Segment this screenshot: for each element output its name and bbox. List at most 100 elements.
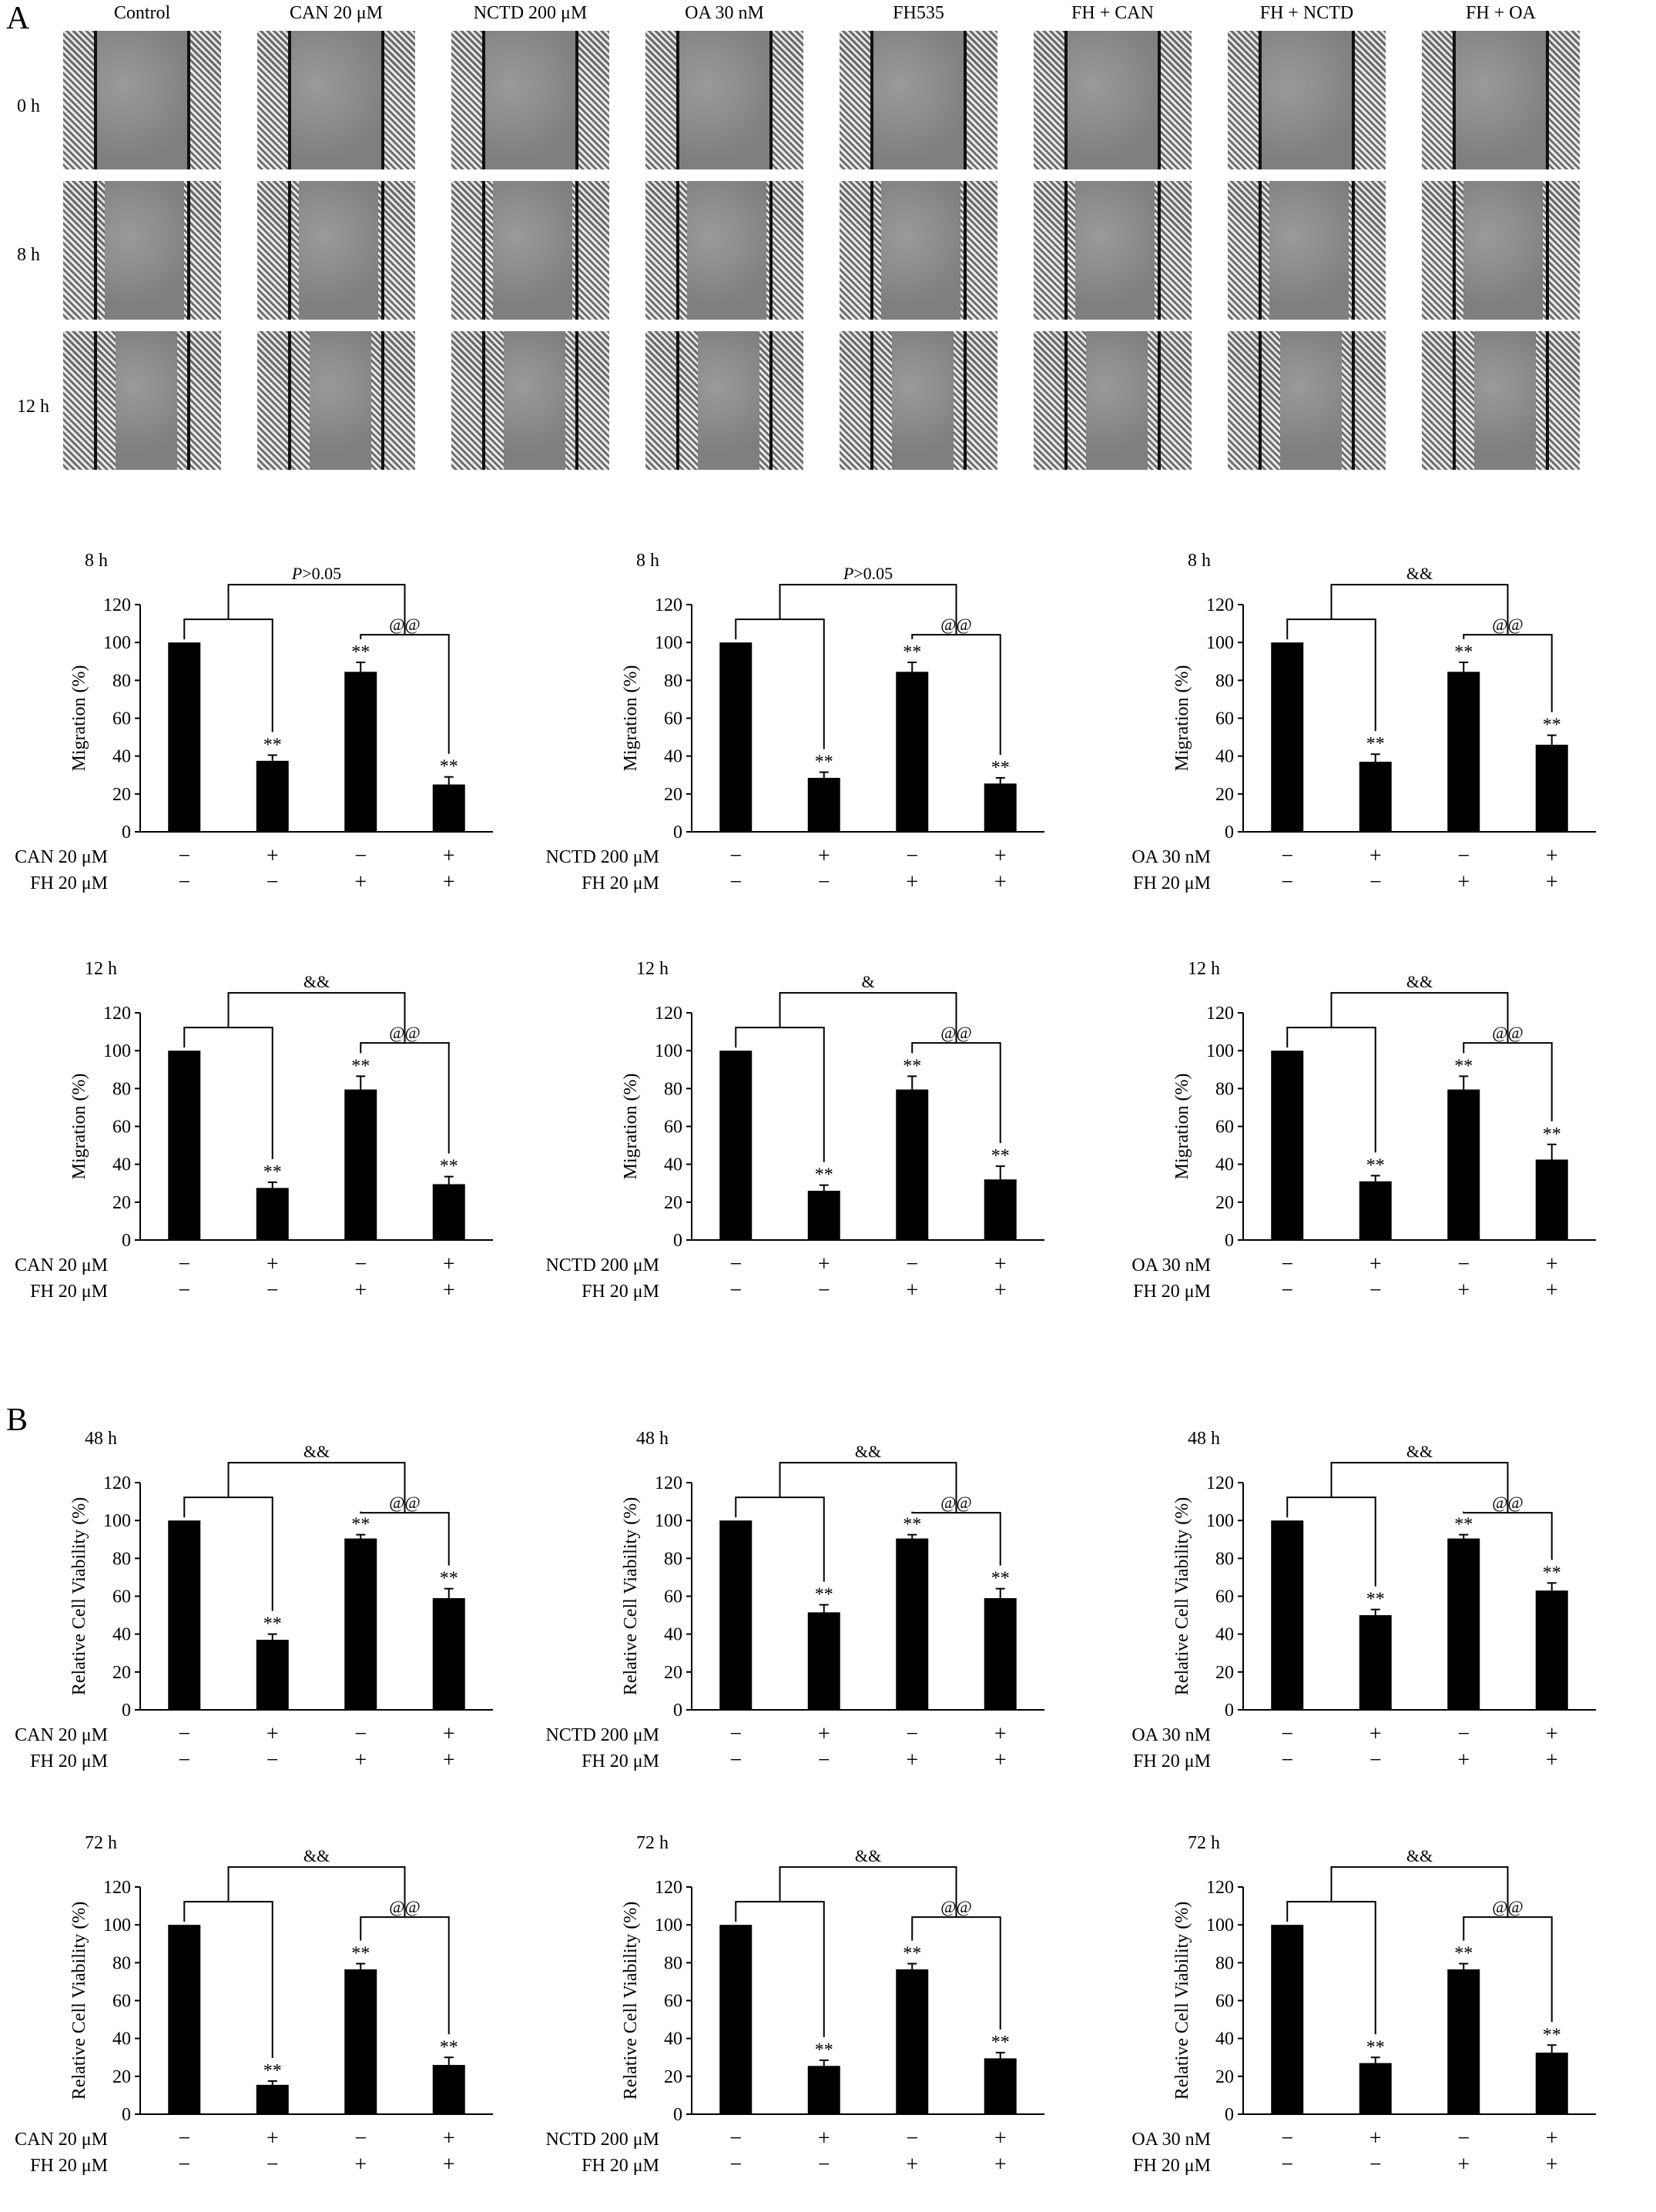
treatment-sign: + [1546, 1279, 1558, 1302]
significance-stars: ** [440, 1157, 458, 1177]
micrograph-tile [1034, 181, 1192, 320]
panel-label-b: B [6, 1403, 28, 1438]
treatment-sign: − [1281, 1279, 1293, 1302]
bar [719, 642, 753, 832]
cell-layer-left [451, 31, 482, 169]
treatment-sign: + [906, 1748, 918, 1772]
cell-layer-right [1536, 331, 1580, 470]
y-tick-label: 80 [112, 1549, 131, 1569]
chart-title: 12 h [85, 959, 117, 979]
treatment-row-label: NCTD 200 μM [545, 2130, 659, 2150]
significance-stars: ** [263, 735, 282, 755]
treatment-row-label: OA 30 nM [1131, 1255, 1211, 1275]
bar [432, 2065, 465, 2114]
treatment-sign: + [1457, 870, 1470, 894]
inner-bracket [911, 634, 1001, 755]
micrograph-tile [1422, 31, 1580, 169]
wound-gap [299, 181, 378, 320]
y-tick-label: 40 [1215, 1155, 1234, 1175]
y-tick-label: 120 [1206, 595, 1234, 615]
treatment-sign: − [267, 2153, 279, 2177]
treatment-sign: − [1281, 870, 1293, 894]
treatment-row-label: FH 20 μM [1133, 1282, 1211, 1302]
treatment-sign: + [1369, 844, 1382, 868]
inner-bracket [911, 1916, 1001, 2030]
treatment-row-label: FH 20 μM [582, 2156, 659, 2176]
inner-bracket [360, 1916, 450, 2035]
micrograph-tile [451, 31, 609, 169]
chart-title: 72 h [85, 1833, 117, 1853]
significance-stars: ** [1454, 642, 1473, 662]
treatment-sign: + [994, 1748, 1007, 1772]
cell-layer-right [954, 331, 997, 470]
y-tick-label: 0 [673, 1701, 682, 1721]
y-tick-label: 120 [1206, 1473, 1234, 1493]
cell-layer-left [645, 331, 698, 470]
y-tick-label: 20 [664, 785, 682, 805]
treatment-row-label: OA 30 nM [1131, 847, 1211, 867]
significance-stars: ** [1366, 2037, 1385, 2057]
chart-title: 48 h [1188, 1429, 1220, 1449]
cell-layer-right [1549, 31, 1580, 169]
comparison-bracket [183, 1901, 273, 2058]
chart-title: 48 h [636, 1429, 669, 1449]
significance-stars: ** [903, 1944, 921, 1964]
wound-edge-line [1064, 181, 1068, 320]
treatment-sign: + [906, 870, 918, 894]
y-tick-label: 40 [664, 747, 682, 767]
y-tick-label: 40 [112, 1155, 131, 1175]
treatment-sign: + [443, 844, 455, 868]
y-axis-label: Relative Cell Viability (%) [69, 1902, 89, 2100]
treatment-sign: − [178, 2153, 190, 2177]
bar [344, 672, 377, 832]
treatment-sign: − [818, 870, 830, 894]
micrograph-tile [840, 331, 997, 470]
y-tick-label: 120 [103, 1004, 131, 1024]
treatment-sign: + [267, 1722, 279, 1746]
wound-edge-line [676, 181, 679, 320]
y-tick-label: 20 [112, 1193, 131, 1213]
bar [256, 2084, 289, 2114]
treatment-row-label: OA 30 nM [1131, 2130, 1211, 2150]
treatment-sign: + [267, 1252, 279, 1276]
cell-layer-right [1148, 331, 1192, 470]
bar [1535, 1159, 1568, 1240]
wound-edge-line [676, 31, 679, 169]
inner-bracket [1463, 634, 1553, 712]
chart-viability-72h-oa: 72 h Relative Cell Viability (%) 0 20 40 60 80… [1131, 1833, 1596, 2177]
wound-gap [676, 31, 773, 169]
significance-stars: ** [351, 1056, 370, 1076]
y-tick-label: 80 [664, 1953, 682, 1973]
wound-edge-line [1259, 31, 1262, 169]
wound-gap [1075, 181, 1155, 320]
treatment-row-label: NCTD 200 μM [545, 847, 659, 867]
micrograph-tile [840, 181, 997, 320]
y-axis-label: Migration (%) [1172, 665, 1192, 772]
bar [168, 1925, 201, 2114]
significance-stars: ** [1543, 1563, 1561, 1583]
treatment-sign: − [906, 2127, 918, 2150]
treatment-sign: + [443, 2153, 455, 2177]
treatment-sign: + [818, 2127, 830, 2150]
bar [719, 1051, 753, 1240]
y-axis-label: Migration (%) [1172, 1074, 1192, 1180]
micrograph-tile [645, 181, 803, 320]
y-tick-label: 80 [1215, 1953, 1234, 1973]
treatment-sign: − [178, 870, 190, 894]
treatment-sign: + [994, 2153, 1007, 2177]
comparison-bracket [183, 618, 273, 732]
treatment-sign: − [178, 1748, 190, 1772]
treatment-sign: + [354, 1748, 367, 1772]
cell-layer-left [1422, 181, 1463, 320]
outer-bracket-label: & [861, 972, 874, 991]
outer-bracket-label: && [855, 1846, 881, 1865]
chart-viability-48h-oa: 48 h Relative Cell Viability (%) 0 20 40 60 80… [1131, 1429, 1596, 1772]
treatment-sign: + [354, 870, 367, 894]
y-tick-label: 60 [664, 709, 682, 729]
chart-viability-48h-can: 48 h Relative Cell Viability (%) 0 20 40 60 80… [15, 1429, 493, 1772]
significance-stars: ** [1454, 1944, 1473, 1964]
y-tick-label: 100 [1206, 633, 1234, 653]
wound-edge-line [1453, 31, 1456, 169]
bar [432, 784, 465, 832]
micrograph-tile [1034, 331, 1192, 470]
